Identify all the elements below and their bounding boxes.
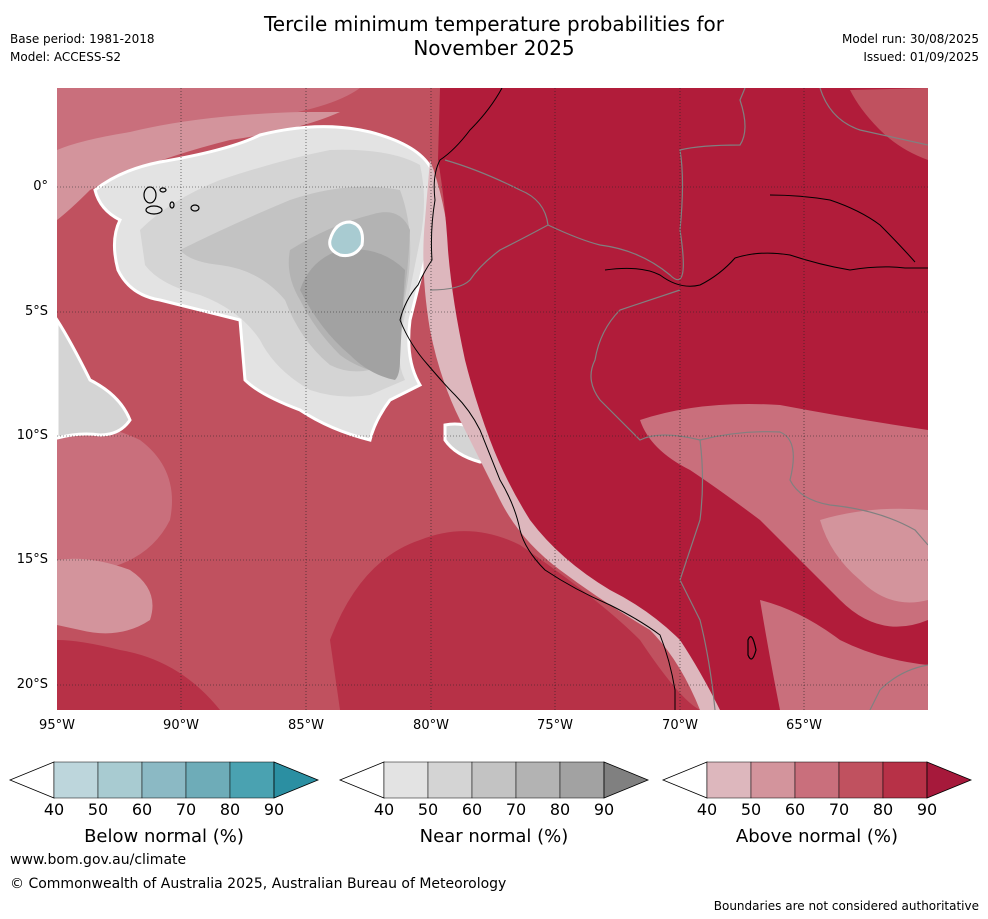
meta-left: Base period: 1981-2018 Model: ACCESS-S2 xyxy=(10,30,155,66)
map-title: Tercile minimum temperature probabilitie… xyxy=(0,12,988,60)
colorbar-tick-label: 40 xyxy=(696,800,718,819)
issued-text: Issued: 01/09/2025 xyxy=(863,50,979,64)
colorbar-tick-label: 70 xyxy=(505,800,527,819)
gridlines xyxy=(57,88,928,710)
colorbar-tick-label: 70 xyxy=(828,800,850,819)
colorbar-segment xyxy=(53,761,99,799)
colorbar-segment xyxy=(97,761,143,799)
lon-tick: 70°W xyxy=(662,718,698,733)
colorbar-high-extend xyxy=(603,761,650,799)
colorbar-segment xyxy=(838,761,884,799)
lat-tick: 10°S xyxy=(16,428,48,443)
above-50-north xyxy=(57,112,340,220)
colorbar-tick-label: 60 xyxy=(461,800,483,819)
colorbar-2 xyxy=(661,761,973,799)
colorbar-title: Above normal (%) xyxy=(735,826,899,847)
colorbar-title: Near normal (%) xyxy=(419,826,569,847)
colorbar-tick-label: 90 xyxy=(263,800,285,819)
colorbar-segment xyxy=(559,761,605,799)
colorbar-tick-label: 90 xyxy=(593,800,615,819)
lon-tick: 85°W xyxy=(288,718,324,733)
colorbar-tick-label: 50 xyxy=(87,800,109,819)
near-region-outline xyxy=(93,125,438,442)
colorbar-segment xyxy=(185,761,231,799)
website-text: www.bom.gov.au/climate xyxy=(10,852,187,868)
near-80-region xyxy=(300,249,405,380)
below-50-region xyxy=(328,220,364,257)
colorbar-low-extend xyxy=(661,761,708,799)
lon-tick: 65°W xyxy=(786,718,822,733)
lat-tick: 20°S xyxy=(16,677,48,692)
colorbar-segment xyxy=(141,761,187,799)
colorbar-tick-label: 50 xyxy=(417,800,439,819)
colorbar-segment xyxy=(383,761,429,799)
disclaimer-text: Boundaries are not considered authoritat… xyxy=(713,899,979,913)
lat-tick: 0° xyxy=(33,179,48,194)
lake-titicaca xyxy=(747,636,757,660)
map-title-line2: November 2025 xyxy=(413,36,575,60)
colorbar-segment xyxy=(706,761,752,799)
land-above-70-northeast xyxy=(850,88,928,160)
meta-right: Model run: 30/08/2025 Issued: 01/09/2025 xyxy=(842,30,979,66)
colorbar-tick-label: 80 xyxy=(549,800,571,819)
colorbar-tick-label: 50 xyxy=(740,800,762,819)
colorbar-tick-label: 80 xyxy=(219,800,241,819)
colorbar-title: Below normal (%) xyxy=(84,826,244,847)
model-run-text: Model run: 30/08/2025 xyxy=(841,32,979,46)
colorbar-segment xyxy=(229,761,275,799)
colorbar-segment xyxy=(515,761,561,799)
colorbar-tick-label: 60 xyxy=(131,800,153,819)
above-60-west xyxy=(57,426,172,580)
colorbar-high-extend xyxy=(273,761,320,799)
above-80-southwest xyxy=(57,640,220,710)
base-period-text: Base period: 1981-2018 xyxy=(10,32,155,46)
near-west-region xyxy=(57,317,132,440)
lon-tick: 80°W xyxy=(413,718,449,733)
coastline xyxy=(399,88,676,710)
colorbar-segment xyxy=(427,761,473,799)
colorbar-0 xyxy=(8,761,320,799)
colorbar-low-extend xyxy=(8,761,55,799)
above-50-west xyxy=(57,558,153,634)
map-fill xyxy=(57,88,928,710)
colorbar-segment xyxy=(750,761,796,799)
above-80-south xyxy=(330,531,700,710)
colorbar-tick-label: 70 xyxy=(175,800,197,819)
colorbar-high-extend xyxy=(926,761,973,799)
colorbar-segment xyxy=(794,761,840,799)
colorbar-1 xyxy=(338,761,650,799)
colorbar-tick-label: 90 xyxy=(916,800,938,819)
colorbar-low-extend xyxy=(338,761,385,799)
rivers xyxy=(604,194,928,287)
lat-tick: 5°S xyxy=(24,304,48,319)
colorbar-tick-label: 40 xyxy=(43,800,65,819)
above-60-north xyxy=(57,88,360,200)
map-title-line1: Tercile minimum temperature probabilitie… xyxy=(263,12,725,36)
land-above-60-south xyxy=(760,600,928,710)
colorbar-segment xyxy=(471,761,517,799)
copyright-text: © Commonwealth of Australia 2025, Austra… xyxy=(10,876,507,892)
lon-tick: 90°W xyxy=(163,718,199,733)
colorbar-tick-label: 40 xyxy=(373,800,395,819)
lon-tick: 95°W xyxy=(39,718,75,733)
lat-tick: 15°S xyxy=(16,552,48,567)
colorbar-segment xyxy=(882,761,928,799)
model-text: Model: ACCESS-S2 xyxy=(10,50,122,64)
colorbar-tick-label: 80 xyxy=(872,800,894,819)
land-above-50-east xyxy=(820,508,928,603)
colorbar-tick-label: 60 xyxy=(784,800,806,819)
lon-tick: 75°W xyxy=(537,718,573,733)
